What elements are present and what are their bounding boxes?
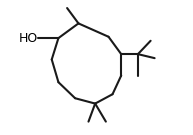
Text: HO: HO <box>19 32 38 45</box>
